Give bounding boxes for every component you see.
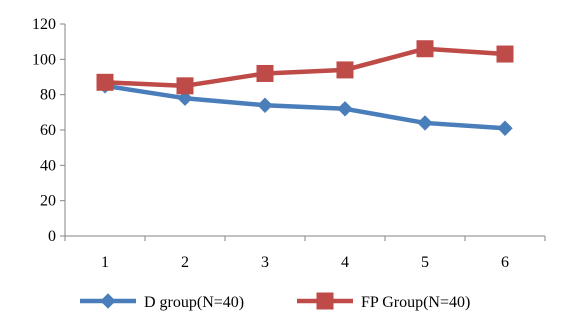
data-point — [176, 77, 194, 95]
data-point — [177, 90, 193, 106]
series-d-group — [97, 78, 513, 136]
data-point — [256, 64, 274, 82]
data-point — [336, 61, 354, 79]
legend-swatch-marker — [100, 293, 116, 309]
y-tick-label: 80 — [40, 87, 56, 104]
data-point — [337, 101, 353, 117]
y-tick-label: 60 — [40, 122, 56, 139]
y-tick-label: 40 — [40, 157, 56, 174]
legend-label: FP Group(N=40) — [361, 294, 470, 311]
x-tick-label: 2 — [181, 254, 189, 271]
data-point — [417, 115, 433, 131]
x-tick-label: 5 — [421, 254, 429, 271]
data-point — [496, 45, 514, 63]
y-axis: 0 20 40 60 80 100 120 — [32, 16, 66, 245]
data-point — [96, 73, 114, 91]
series-layer — [96, 40, 514, 136]
y-tick-label: 100 — [32, 51, 56, 68]
x-tick-label: 6 — [501, 254, 509, 271]
data-point — [416, 40, 434, 58]
series-line — [102, 83, 508, 131]
x-tick-label: 3 — [261, 254, 269, 271]
series-line — [102, 46, 508, 89]
series-fp-group — [96, 40, 514, 95]
y-tick-label: 0 — [48, 228, 56, 245]
y-tick-label: 20 — [40, 193, 56, 210]
x-tick-label: 4 — [341, 254, 349, 271]
legend-item: FP Group(N=40) — [297, 292, 470, 311]
data-point — [497, 120, 513, 136]
legend: D group(N=40) FP Group(N=40) — [80, 292, 470, 311]
data-point — [257, 97, 273, 113]
x-tick-label: 1 — [101, 254, 109, 271]
y-tick-label: 120 — [32, 16, 56, 33]
legend-item: D group(N=40) — [80, 293, 244, 311]
legend-label: D group(N=40) — [144, 294, 244, 311]
x-axis: 1 2 3 4 5 6 — [64, 235, 546, 271]
legend-swatch-marker — [316, 292, 334, 310]
